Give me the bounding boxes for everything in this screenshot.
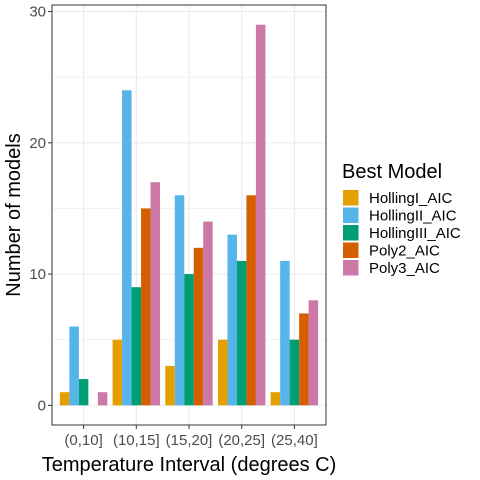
bar-hollingii-aic-2 [174, 195, 185, 406]
bar-hollingiii-aic-4 [289, 339, 300, 406]
bar-hollingi-aic-1 [112, 339, 123, 406]
bar-poly3-aic-1 [150, 182, 161, 406]
bar-hollingi-aic-3 [217, 339, 228, 406]
legend-label: HollingII_AIC [369, 208, 457, 225]
bar-hollingiii-aic-0 [78, 379, 89, 406]
bar-poly3-aic-3 [255, 24, 266, 406]
x-axis-ticks: (0,10] (10,15] (15,20] (20,25] (25,40] [64, 425, 318, 449]
legend-swatch [343, 225, 359, 241]
bar-poly3-aic-2 [203, 221, 213, 406]
legend-label: Poly2_AIC [369, 243, 440, 260]
y-tick-label: 30 [29, 4, 46, 21]
y-tick-label: 0 [38, 397, 46, 414]
y-tick-label: 20 [29, 135, 46, 152]
legend-swatch [343, 242, 359, 258]
legend-swatch [343, 190, 359, 206]
x-tick-label: (10,15] [113, 432, 160, 449]
bar-poly3-aic-4 [308, 300, 319, 406]
bar-hollingiii-aic-1 [131, 287, 142, 406]
bar-hollingii-aic-0 [69, 326, 79, 406]
bar-hollingii-aic-4 [280, 260, 290, 406]
legend: HollingI_AICHollingII_AICHollingIII_AICP… [343, 190, 461, 277]
bar-poly2-aic-1 [141, 208, 151, 406]
x-tick-label: (20,25] [218, 432, 265, 449]
bar-poly3-aic-0 [97, 392, 108, 406]
legend-label: HollingIII_AIC [369, 225, 461, 242]
y-axis-ticks: 0 10 20 30 [29, 4, 52, 414]
bar-hollingi-aic-4 [270, 392, 281, 406]
bar-hollingiii-aic-2 [184, 274, 194, 406]
x-tick-label: (25,40] [271, 432, 318, 449]
x-tick-label: (15,20] [166, 432, 213, 449]
legend-label: HollingI_AIC [369, 190, 453, 207]
x-tick-label: (0,10] [64, 432, 102, 449]
y-tick-label: 10 [29, 266, 46, 283]
bar-poly2-aic-4 [299, 313, 309, 406]
bar-hollingii-aic-3 [227, 234, 237, 406]
bar-poly2-aic-3 [246, 195, 256, 406]
bar-hollingii-aic-1 [122, 90, 132, 406]
legend-label: Poly3_AIC [369, 260, 440, 277]
bar-hollingi-aic-0 [59, 392, 70, 406]
bars [59, 24, 319, 406]
bar-hollingi-aic-2 [165, 365, 175, 406]
y-axis-title: Number of models [3, 133, 25, 296]
bar-poly2-aic-2 [193, 247, 204, 406]
x-axis-title: Temperature Interval (degrees C) [42, 454, 337, 476]
legend-swatch [343, 260, 359, 276]
bar-hollingiii-aic-3 [236, 260, 247, 406]
legend-swatch [343, 207, 359, 223]
legend-title: Best Model [342, 161, 442, 183]
